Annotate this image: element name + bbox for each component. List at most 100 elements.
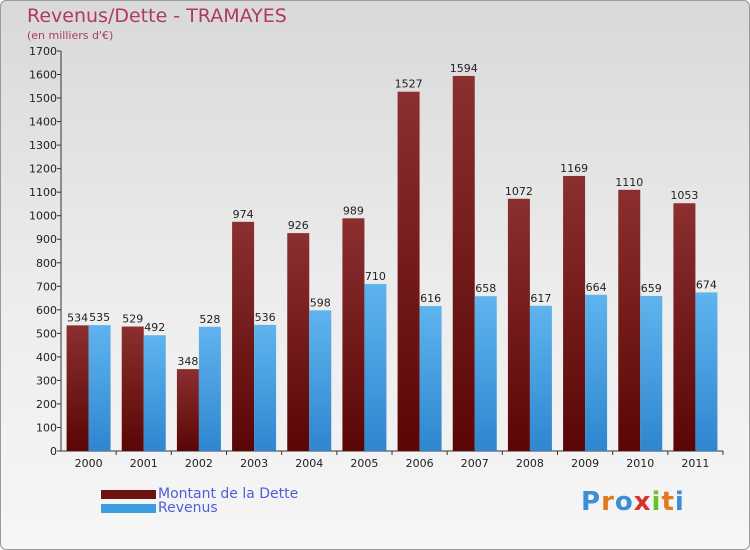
y-tick-label: 1400: [29, 116, 57, 129]
bar-revenus: [143, 335, 166, 451]
logo-letter: P: [581, 487, 602, 517]
bar-revenus: [309, 310, 332, 451]
value-label: 348: [177, 355, 198, 368]
value-label: 529: [122, 313, 143, 326]
bar-revenus: [640, 295, 663, 451]
x-tick-label: 2000: [75, 457, 103, 470]
bar-debt: [232, 221, 255, 451]
value-label: 926: [288, 219, 309, 232]
y-tick-label: 1500: [29, 92, 57, 105]
legend: Montant de la Dette Revenus: [101, 487, 298, 515]
bar-revenus: [364, 283, 387, 451]
bar-debt: [66, 325, 89, 451]
bar-revenus: [419, 306, 442, 451]
logo-letter: x: [633, 487, 652, 517]
bar-debt: [673, 203, 696, 451]
y-tick-label: 1700: [29, 45, 57, 58]
bar-revenus: [254, 324, 277, 451]
y-tick-label: 100: [36, 421, 57, 434]
bar-revenus: [529, 305, 552, 451]
value-label: 1594: [450, 62, 478, 75]
bar-debt: [397, 91, 420, 452]
y-tick-label: 1600: [29, 69, 57, 82]
value-label: 492: [144, 321, 165, 334]
value-label: 674: [696, 278, 717, 291]
y-tick-label: 800: [36, 257, 57, 270]
value-label: 1053: [670, 189, 698, 202]
axes: 0 100 200 300 400 500 600 700 800 900 1000 1100 1200…: [29, 45, 724, 470]
y-tick-label: 200: [36, 398, 57, 411]
bar-debt: [121, 326, 144, 451]
logo-letter: t: [661, 487, 675, 517]
chart-subtitle: (en milliers d'€): [27, 29, 114, 42]
y-tick-label: 1300: [29, 139, 57, 152]
value-label: 989: [343, 204, 364, 217]
bar-revenus: [474, 296, 497, 451]
value-label: 659: [641, 282, 662, 295]
y-tick-label: 0: [50, 445, 57, 458]
x-tick-label: 2004: [295, 457, 323, 470]
x-tick-label: 2009: [571, 457, 599, 470]
y-tick-label: 1100: [29, 186, 57, 199]
x-tick-label: 2005: [350, 457, 378, 470]
logo-letter: i: [651, 487, 662, 517]
bar-debt: [618, 189, 641, 451]
value-label: 974: [233, 208, 254, 221]
value-label: 617: [530, 292, 551, 305]
y-tick-label: 1200: [29, 163, 57, 176]
legend-label-revenus: Revenus: [158, 500, 218, 516]
legend-label-debt: Montant de la Dette: [158, 486, 299, 502]
legend-swatch-debt: [101, 489, 156, 499]
bar-revenus: [198, 326, 221, 451]
legend-item-revenus: Revenus: [101, 501, 298, 515]
y-tick-label: 500: [36, 327, 57, 340]
value-label: 1110: [615, 176, 643, 189]
value-label: 534: [67, 311, 88, 324]
bar-revenus: [88, 325, 111, 451]
legend-item-debt: Montant de la Dette: [101, 487, 298, 501]
x-tick-label: 2007: [461, 457, 489, 470]
bar-debt: [342, 218, 365, 451]
y-tick-label: 700: [36, 280, 57, 293]
value-label: 1169: [560, 162, 588, 175]
value-label: 1527: [395, 78, 423, 91]
value-label: 1072: [505, 185, 533, 198]
value-label: 658: [475, 282, 496, 295]
logo-letter: o: [614, 487, 634, 517]
proxiti-logo: Proxiti: [581, 487, 685, 517]
y-tick-label: 600: [36, 304, 57, 317]
y-tick-label: 900: [36, 233, 57, 246]
bar-debt: [507, 198, 530, 451]
bar-revenus: [695, 292, 718, 451]
value-label: 616: [420, 292, 441, 305]
value-label: 710: [365, 270, 386, 283]
value-label: 598: [310, 296, 331, 309]
bar-debt: [287, 233, 310, 451]
bar-debt: [452, 75, 475, 452]
x-tick-label: 2010: [626, 457, 654, 470]
value-label: 536: [255, 311, 276, 324]
value-label: 528: [199, 313, 220, 326]
value-label: 535: [89, 311, 110, 324]
x-tick-label: 2006: [406, 457, 434, 470]
bar-debt: [563, 175, 586, 452]
bar-debt: [176, 369, 199, 451]
logo-letter: r: [601, 487, 615, 517]
legend-swatch-revenus: [101, 503, 156, 513]
chart-title: Revenus/Dette - TRAMAYES: [27, 5, 287, 27]
y-tick-label: 400: [36, 351, 57, 364]
x-tick-label: 2011: [681, 457, 709, 470]
bars: [66, 75, 718, 452]
value-label: 664: [586, 281, 607, 294]
bar-revenus: [585, 294, 608, 451]
logo-letter: i: [674, 487, 685, 517]
y-tick-label: 1000: [29, 210, 57, 223]
x-tick-label: 2002: [185, 457, 213, 470]
x-tick-label: 2001: [130, 457, 158, 470]
y-tick-label: 300: [36, 374, 57, 387]
x-tick-label: 2003: [240, 457, 268, 470]
x-tick-label: 2008: [516, 457, 544, 470]
